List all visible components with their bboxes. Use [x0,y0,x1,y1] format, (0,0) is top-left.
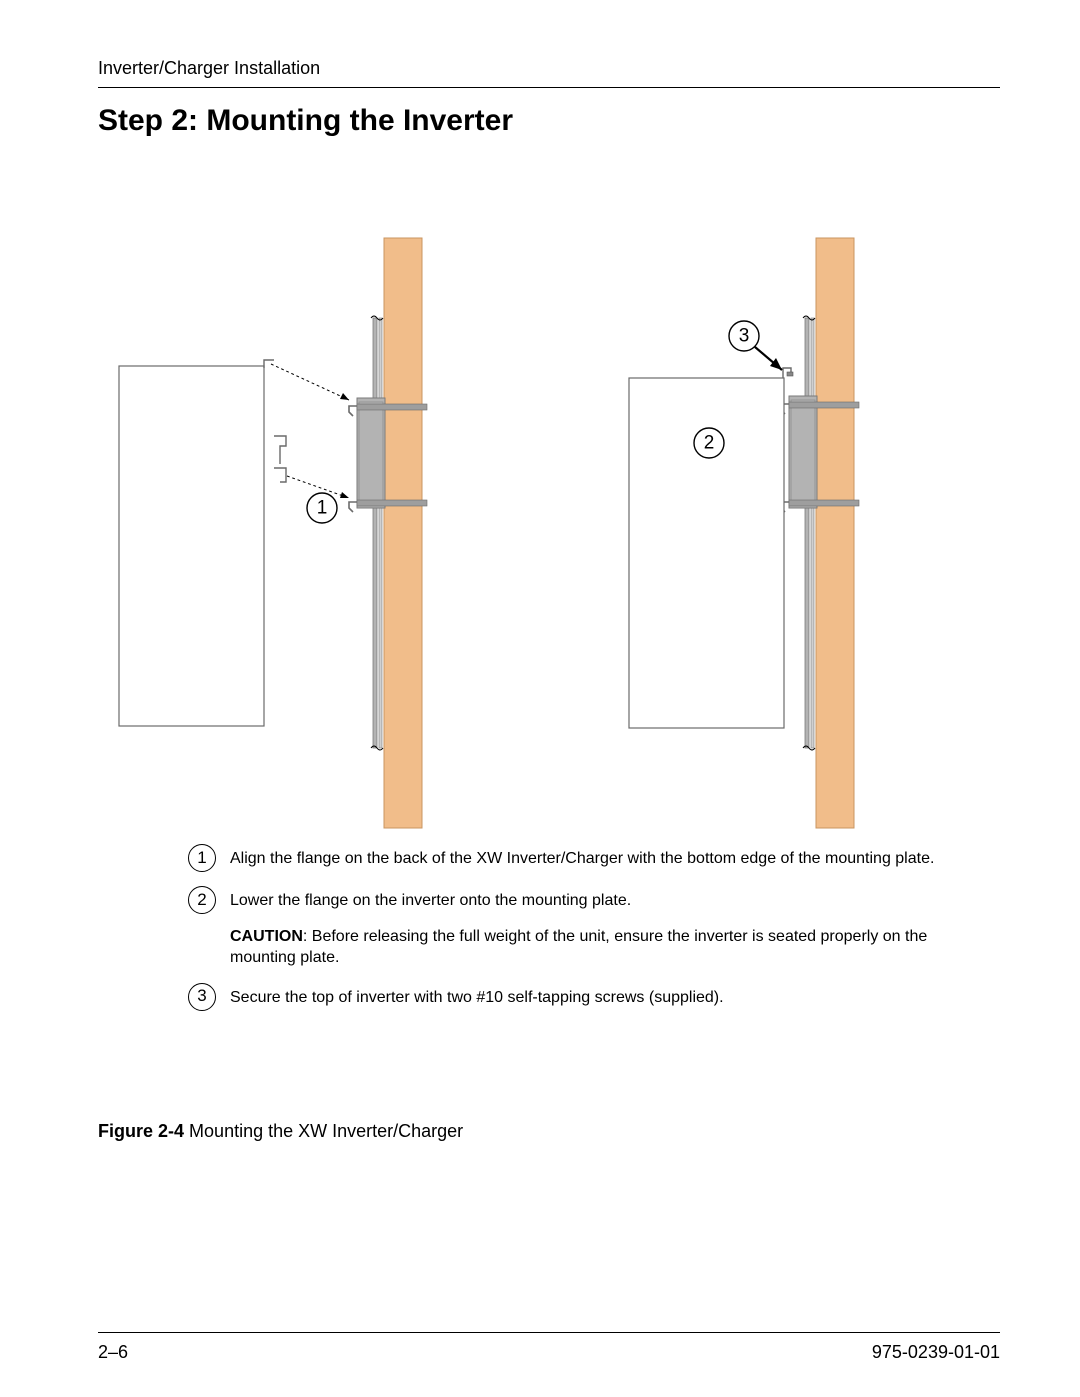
doc-number: 975-0239-01-01 [872,1342,1000,1363]
step-row: 1 Align the flange on the back of the XW… [188,848,960,872]
mounting-diagram: 1 3 2 [98,218,1000,838]
caution-text: Before releasing the full weight of the … [230,928,927,967]
step-2-text: Lower the flange on the inverter onto th… [230,890,960,969]
left-wall-stud [384,238,422,828]
figure-caption-text: Mounting the XW Inverter/Charger [189,1121,463,1141]
page-number: 2–6 [98,1342,128,1363]
steps-list: 1 Align the flange on the back of the XW… [188,848,960,1011]
dashed-align-top [271,364,349,400]
step-badge-3: 3 [188,983,216,1011]
caution-label: CAUTION [230,928,303,945]
callout-1-num: 1 [317,498,328,519]
step-row: 3 Secure the top of inverter with two #1… [188,987,960,1011]
figure-area: 1 3 2 [98,218,1000,838]
left-mounting-plate [357,398,385,508]
chapter-title: Inverter/Charger Installation [98,58,1000,79]
step-badge-2: 2 [188,886,216,914]
figure-caption: Figure 2-4 Mounting the XW Inverter/Char… [98,1121,1000,1142]
step-1-text: Align the flange on the back of the XW I… [230,848,960,870]
page-title: Step 2: Mounting the Inverter [98,104,1000,138]
left-inverter-body [119,366,264,726]
step-row: 2 Lower the flange on the inverter onto … [188,890,960,969]
header-rule [98,87,1000,88]
callout-3-num: 3 [739,326,750,347]
callout-2-num: 2 [704,433,715,454]
step-3-text: Secure the top of inverter with two #10 … [230,987,960,1009]
right-mounting-plate [789,396,817,508]
step-badge-1: 1 [188,844,216,872]
footer-rule [98,1332,1000,1333]
page-footer: 2–6 975-0239-01-01 [98,1342,1000,1363]
figure-label: Figure 2-4 [98,1121,184,1141]
right-wall-stud [816,238,854,828]
